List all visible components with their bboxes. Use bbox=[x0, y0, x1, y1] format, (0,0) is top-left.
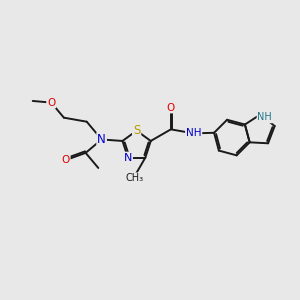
Text: O: O bbox=[47, 98, 56, 108]
Text: N: N bbox=[124, 153, 132, 163]
Text: CH₃: CH₃ bbox=[126, 173, 144, 183]
Text: S: S bbox=[133, 124, 140, 137]
Text: N: N bbox=[97, 133, 106, 146]
Text: NH: NH bbox=[257, 112, 272, 122]
Text: O: O bbox=[61, 154, 70, 165]
Text: NH: NH bbox=[186, 128, 201, 138]
Text: O: O bbox=[167, 103, 175, 112]
